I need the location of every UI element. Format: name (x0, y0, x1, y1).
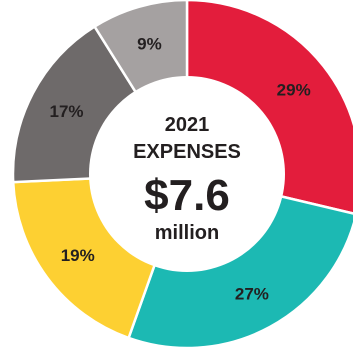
slice-label-3: 19% (61, 246, 95, 265)
center-text: 2021 EXPENSES $7.6 million (133, 114, 241, 244)
slice-label-2: 27% (235, 285, 269, 304)
slice-labels: 29% 27% 19% 17% 9% (49, 34, 310, 303)
center-unit: million (155, 222, 219, 244)
slice-label-5: 9% (137, 34, 162, 53)
center-amount: $7.6 (144, 171, 230, 220)
slice-label-1: 29% (277, 81, 311, 100)
donut-hole (89, 76, 285, 272)
slice-label-4: 17% (49, 102, 83, 121)
center-year: 2021 (165, 114, 210, 136)
center-heading: EXPENSES (133, 141, 241, 163)
